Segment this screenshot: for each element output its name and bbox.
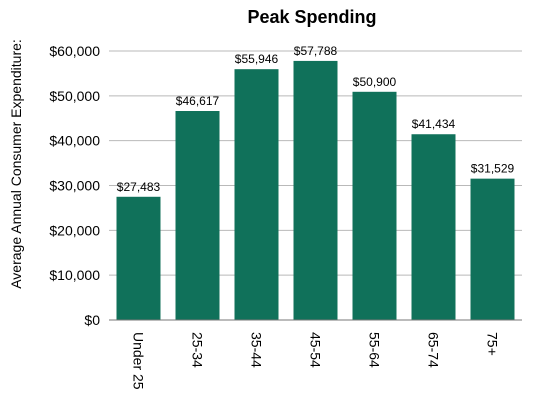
bar-value-label: $46,617	[176, 94, 220, 108]
y-tick-label: $20,000	[49, 222, 100, 238]
bar	[352, 91, 397, 320]
x-category-label: 25-34	[190, 332, 206, 368]
y-tick-label: $50,000	[49, 88, 100, 104]
bars: $27,483 $46,617 $55,946 $57,788 $50,900 $41,4…	[116, 44, 515, 320]
bar	[411, 134, 456, 320]
x-categories: Under 25 25-34 35-44 45-54 55-64 65-74 75+	[131, 332, 501, 390]
bar-value-label: $50,900	[353, 75, 397, 89]
y-tick-label: $40,000	[49, 133, 100, 149]
bar	[470, 178, 515, 320]
x-category-label: 45-54	[308, 332, 324, 368]
y-tick-label: $30,000	[49, 178, 100, 194]
bar	[116, 196, 161, 320]
bar	[234, 69, 279, 320]
chart-title: Peak Spending	[247, 7, 376, 27]
bar-value-label: $57,788	[294, 44, 338, 58]
y-tick-label: $0	[84, 312, 100, 328]
bar	[175, 111, 220, 320]
x-category-label: Under 25	[131, 332, 147, 390]
x-category-label: 55-64	[367, 332, 383, 368]
y-axis-label: Average Annual Consumer Expenditure:	[8, 39, 24, 289]
x-category-label: 75+	[485, 332, 501, 356]
y-tick-label: $60,000	[49, 43, 100, 59]
x-category-label: 35-44	[249, 332, 265, 368]
bar	[293, 60, 338, 320]
bar-value-label: $41,434	[412, 117, 456, 131]
y-tick-label: $10,000	[49, 267, 100, 283]
x-category-label: 65-74	[426, 332, 442, 368]
bar-value-label: $27,483	[117, 180, 161, 194]
bar-value-label: $31,529	[471, 162, 515, 176]
y-ticks: $0 $10,000 $20,000 $30,000 $40,000 $50,000 $60…	[49, 43, 100, 328]
bar-value-label: $55,946	[235, 52, 279, 66]
